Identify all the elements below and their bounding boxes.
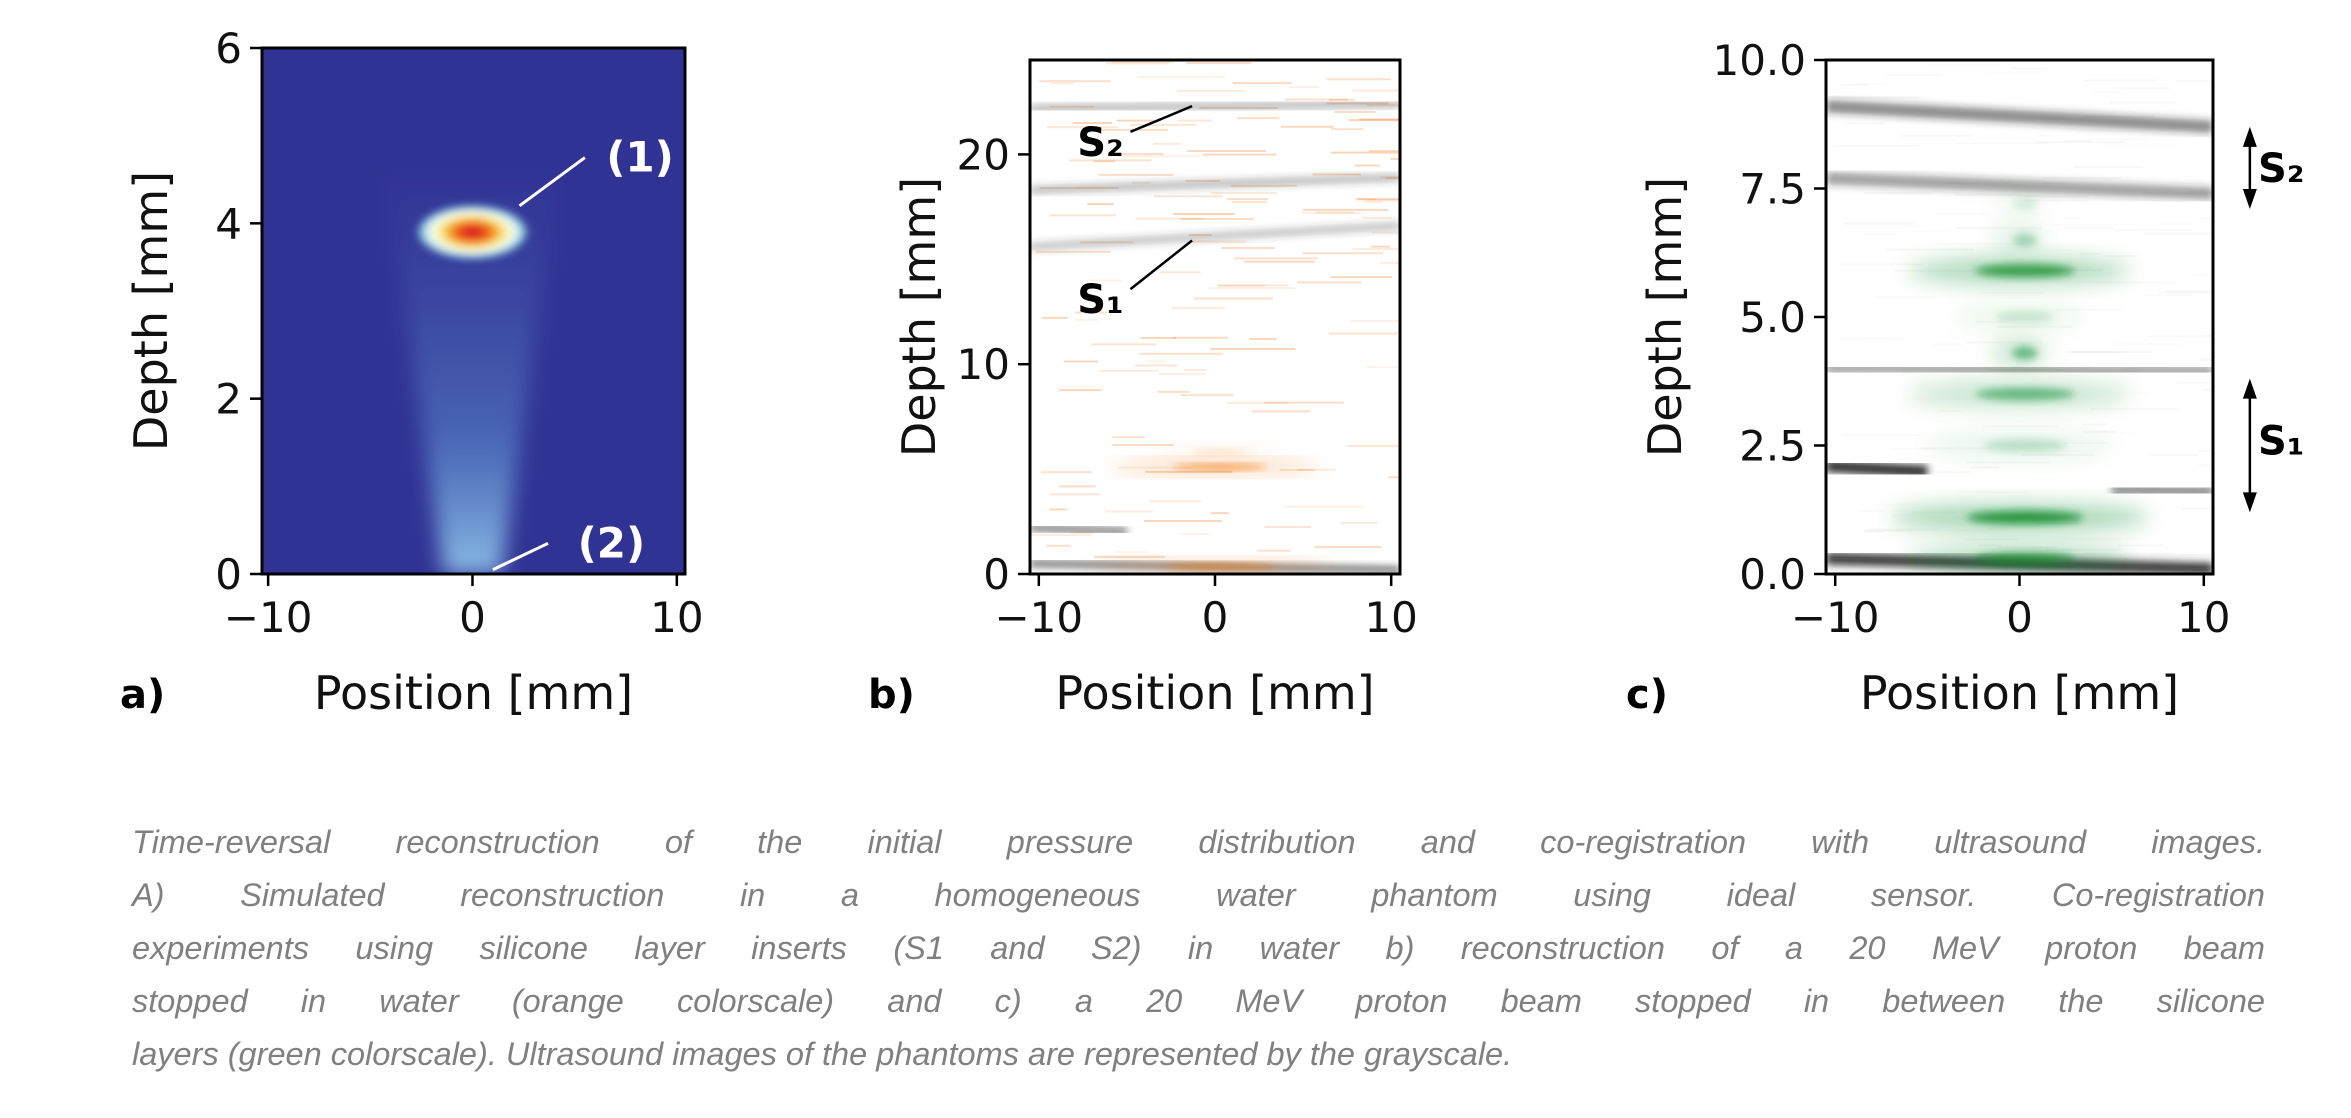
signal-band-core: [1164, 563, 1276, 570]
ultrasound-line: [1826, 362, 2213, 377]
y-tick-label: 10: [957, 340, 1010, 389]
ultrasound-line: [2111, 483, 2213, 498]
panel-label: a): [120, 672, 165, 718]
x-axis-label: Position [mm]: [1055, 666, 1374, 720]
y-tick-label: 0: [983, 550, 1010, 599]
y-tick-label: 2: [215, 375, 242, 424]
signal-band-core: [2012, 346, 2038, 360]
y-tick-label: 0.0: [1739, 550, 1806, 599]
signal-band-core: [1966, 511, 2084, 524]
annotation-line: [492, 541, 549, 571]
heatmap-background: [1030, 60, 1400, 574]
heatmap-image: [1030, 60, 1400, 574]
annotation-label: (2): [578, 518, 646, 567]
y-tick-label: 2.5: [1739, 422, 1806, 471]
y-tick-label: 4: [215, 199, 242, 248]
y-tick-label: 7.5: [1739, 165, 1806, 214]
signal-band-core: [2012, 233, 2038, 247]
arrow-head-icon: [2242, 492, 2257, 513]
x-tick-label: 10: [2177, 593, 2230, 642]
y-tick-label: 6: [215, 24, 242, 73]
x-tick-label: −10: [224, 593, 313, 642]
x-axis-label: Position [mm]: [314, 666, 633, 720]
annotation-line: [518, 156, 586, 208]
beam-cone: [386, 179, 559, 574]
signal-band-core: [1996, 310, 2055, 324]
x-tick-label: 10: [650, 593, 703, 642]
signal-band-core: [2012, 197, 2038, 211]
arrow-head-icon: [2242, 378, 2257, 399]
caption-line: experiments using silicone layer inserts…: [132, 930, 2265, 966]
annotation-label: S₁: [1077, 277, 1123, 323]
y-axis-label: Depth [mm]: [1638, 177, 1692, 457]
ultrasound-line: [1030, 101, 1400, 111]
ultrasound-line: [1826, 172, 2213, 200]
signal-band-core: [1983, 439, 2067, 452]
annotation-label: S₂: [2258, 146, 2304, 192]
y-axis-label: Depth [mm]: [892, 177, 946, 457]
heatmap-image: [1826, 60, 2213, 574]
annotation-label: (1): [606, 133, 674, 182]
signal-band-core: [1975, 264, 2075, 278]
ultrasound-line: [1030, 223, 1400, 250]
caption-line: Time-reversal reconstruction of the init…: [132, 824, 2265, 860]
annotation-label: S₁: [2258, 418, 2304, 464]
figure-caption: Time-reversal reconstruction of the init…: [132, 816, 2265, 1081]
ultrasound-line: [1030, 174, 1400, 193]
caption-line: layers (green colorscale). Ultrasound im…: [132, 1036, 1513, 1072]
y-tick-label: 10.0: [1712, 36, 1806, 85]
arrow-head-icon: [2242, 189, 2257, 210]
x-tick-label: −10: [994, 593, 1083, 642]
signal-band-core: [1975, 387, 2075, 401]
annotation-line: [1129, 239, 1193, 291]
annotation-label: S₂: [1077, 120, 1123, 166]
heatmap-image: [262, 48, 685, 574]
panel-c-silicone-green: −10 0 10 0.0 2.5 5.0 7.5 10.0 Position [mm] Depth…: [1626, 36, 2304, 720]
x-tick-label: 0: [2006, 593, 2033, 642]
ultrasound-line: [1030, 525, 1127, 534]
y-tick-label: 20: [957, 130, 1010, 179]
panel-label: b): [868, 672, 915, 718]
signal-band-core: [1975, 552, 2075, 565]
panel-label: c): [1626, 672, 1668, 718]
x-axis-label: Position [mm]: [1860, 666, 2179, 720]
y-tick-label: 5.0: [1739, 293, 1806, 342]
x-tick-label: −10: [1791, 593, 1880, 642]
caption-line: A) Simulated reconstruction in a homogen…: [132, 877, 2265, 913]
signal-band-core: [1172, 464, 1268, 470]
ultrasound-line: [1826, 100, 2213, 133]
y-axis-label: Depth [mm]: [124, 171, 178, 451]
signal-band-core: [1188, 449, 1253, 456]
caption-line: stopped in water (orange colorscale) and…: [132, 983, 2265, 1019]
x-tick-label: 0: [459, 593, 486, 642]
y-tick-label: 0: [215, 550, 242, 599]
pressure-peak: [413, 203, 532, 262]
arrow-head-icon: [2242, 126, 2257, 147]
annotation-line: [1129, 105, 1193, 133]
x-tick-label: 10: [1364, 593, 1417, 642]
x-tick-label: 0: [1202, 593, 1229, 642]
ultrasound-line: [1826, 460, 1928, 478]
